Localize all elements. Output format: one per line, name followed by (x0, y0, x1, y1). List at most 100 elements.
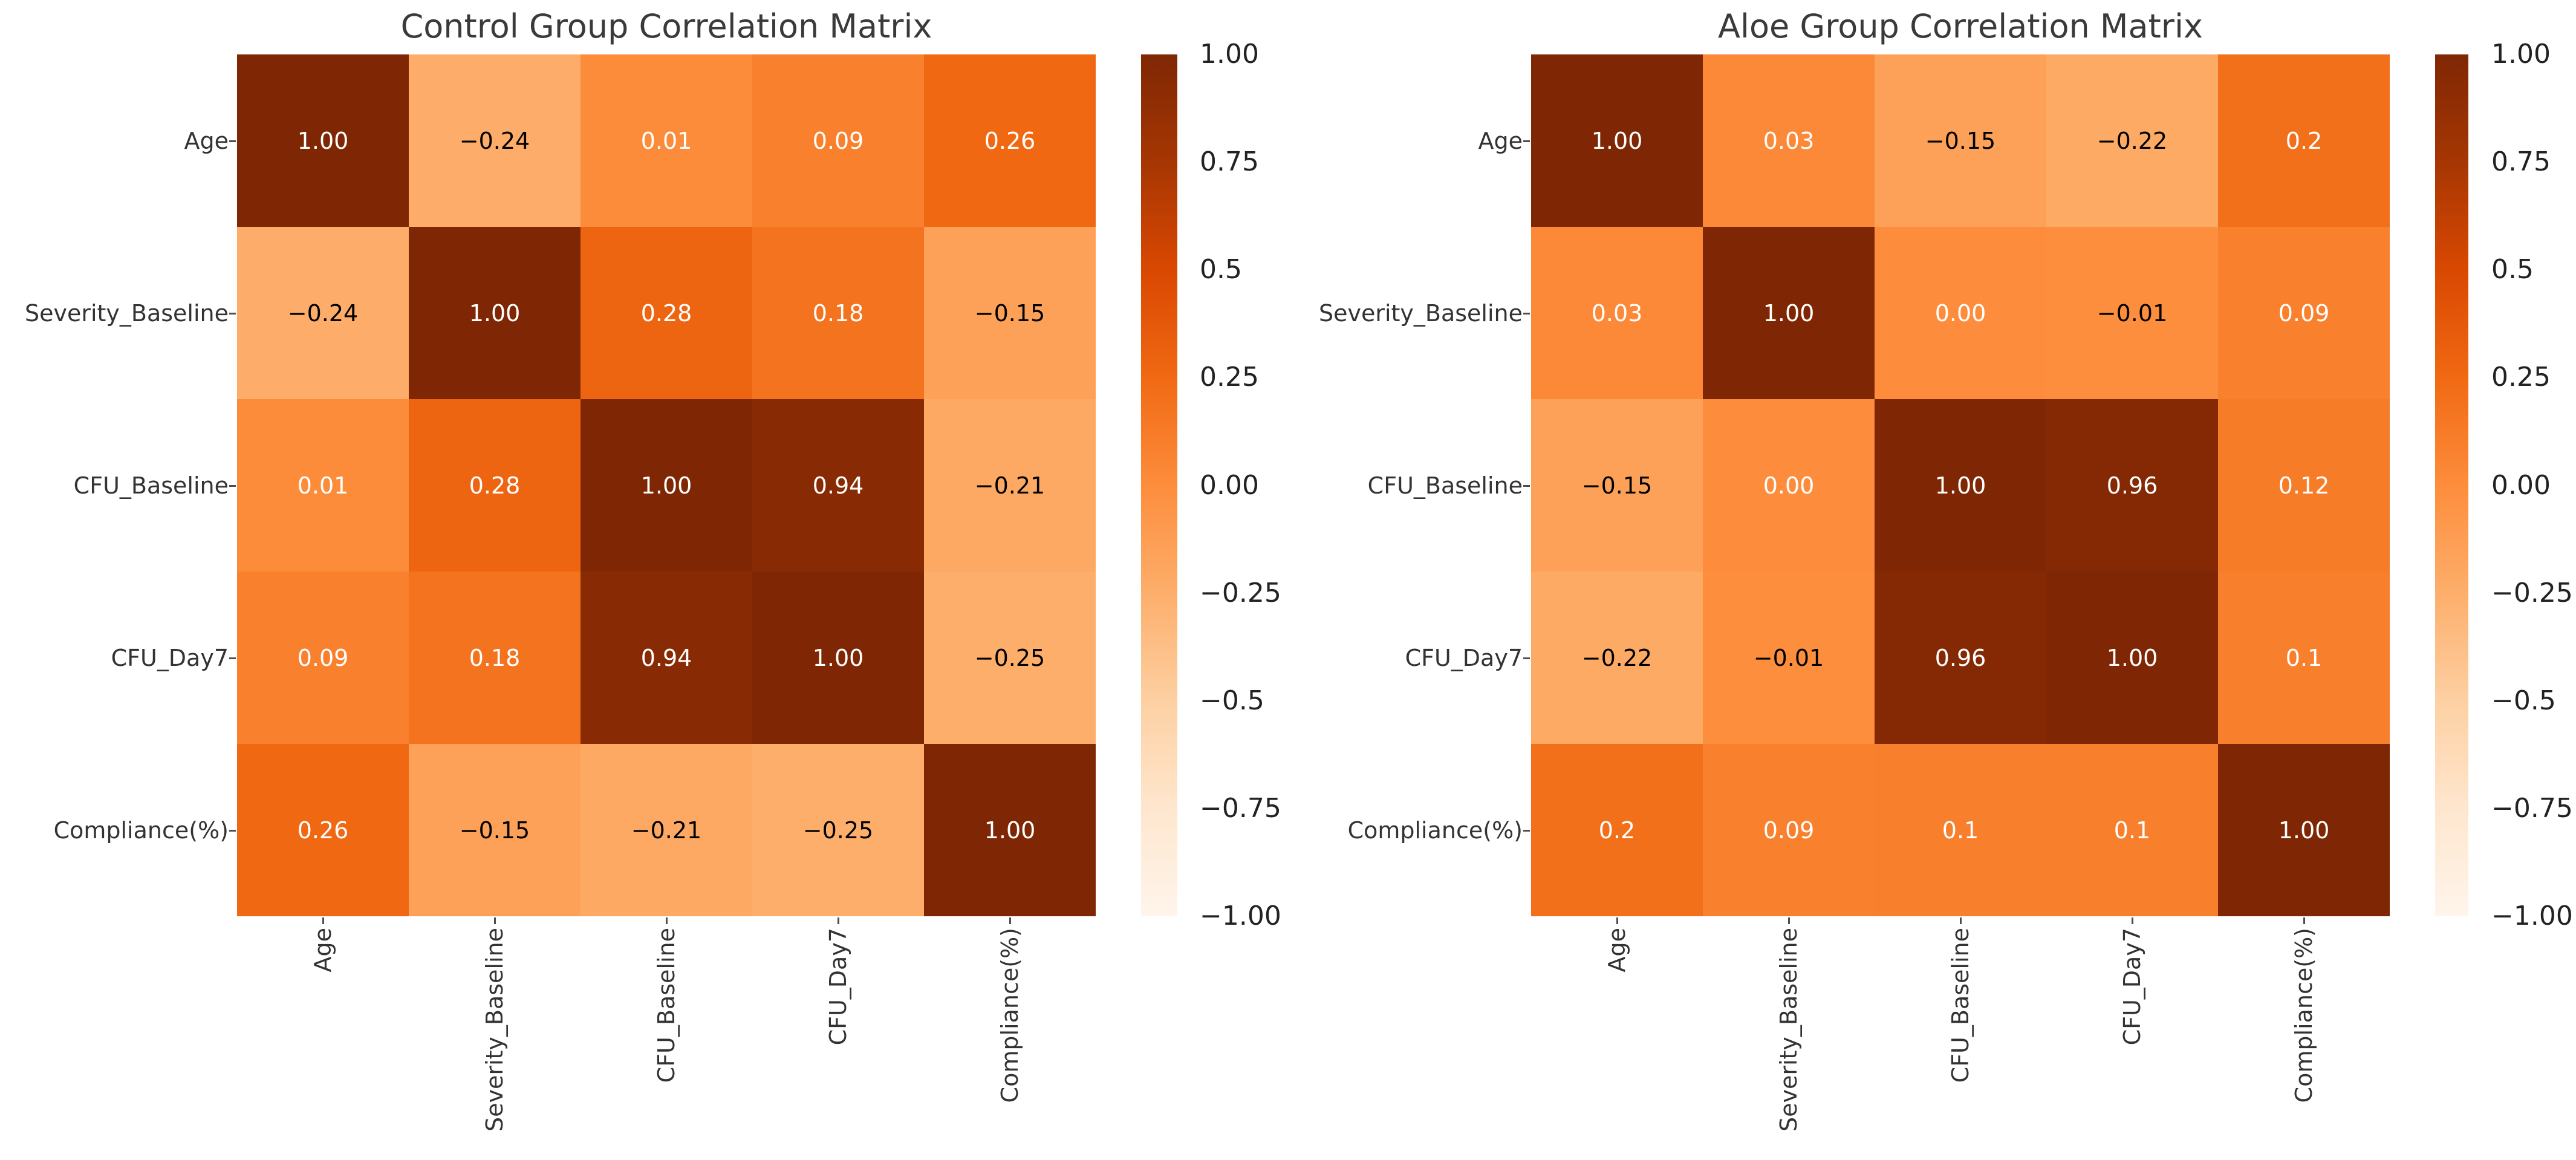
y-tick-mark (1523, 657, 1530, 659)
colorbar-tick-label: 1.00 (2491, 39, 2551, 70)
cell-value: 1.00 (1763, 299, 1815, 327)
x-tick-label: Age (1604, 928, 1630, 973)
x-tick-label: Age (310, 928, 336, 973)
x-tick-mark (1788, 917, 1790, 924)
colorbar-tick-label: −0.25 (1200, 577, 1281, 608)
x-tick-label: CFU_Day7 (825, 928, 851, 1046)
colorbar-tick-label: 0.00 (2491, 469, 2551, 501)
cell-value: −0.15 (1925, 127, 1996, 154)
colorbar (1141, 54, 1177, 916)
cell-value: −0.21 (631, 816, 702, 844)
cell-value: −0.25 (802, 816, 874, 844)
colorbar (2435, 54, 2468, 916)
heatmap-cell: 0.26 (237, 744, 409, 916)
cell-value: 1.00 (2106, 644, 2158, 671)
cell-value: 1.00 (2278, 816, 2330, 844)
cell-value: 1.00 (1591, 127, 1643, 154)
y-tick-label: Severity_Baseline (1318, 299, 1523, 327)
y-tick-label: CFU_Day7 (1405, 644, 1523, 671)
colorbar-tick-label: 0.5 (1200, 254, 1242, 285)
y-tick-label: CFU_Baseline (1367, 472, 1523, 499)
x-tick-label: Compliance(%) (997, 928, 1023, 1103)
cell-value: 0.09 (297, 644, 349, 671)
cell-value: 0.01 (297, 472, 349, 499)
cell-value: 1.00 (469, 299, 521, 327)
cell-value: 0.1 (2285, 644, 2323, 671)
cell-value: 0.18 (469, 644, 521, 671)
cell-value: 0.09 (2278, 299, 2330, 327)
colorbar-tick-label: −0.5 (2491, 685, 2556, 716)
colorbar-tick-label: 0.75 (2491, 146, 2551, 178)
colorbar-tick-label: 0.00 (1200, 469, 1259, 501)
y-tick-mark (1523, 140, 1530, 142)
heatmap-cell: 1.00 (237, 54, 409, 227)
colorbar-tick-label: 0.25 (1200, 362, 1259, 393)
cell-value: 0.00 (1934, 299, 1986, 327)
heatmap-cell: 0.28 (581, 227, 752, 399)
heatmap-cell: −0.21 (924, 399, 1096, 572)
heatmap-cell: 1.00 (1875, 399, 2046, 572)
heatmap-cell: 0.09 (237, 572, 409, 744)
cell-value: 0.03 (1591, 299, 1643, 327)
heatmap-cell: −0.01 (2046, 227, 2218, 399)
cell-value: 0.2 (2285, 127, 2323, 154)
heatmap-cell: 1.00 (2046, 572, 2218, 744)
heatmap-cell: −0.21 (581, 744, 752, 916)
heatmap-cell: −0.01 (1703, 572, 1875, 744)
x-tick-label: Severity_Baseline (481, 928, 508, 1132)
heatmap-cell: 0.1 (1875, 744, 2046, 916)
y-tick-mark (229, 140, 236, 142)
cell-value: −0.24 (459, 127, 530, 154)
cell-value: 0.12 (2278, 472, 2330, 499)
y-tick-mark (1523, 829, 1530, 832)
cell-value: 0.01 (640, 127, 692, 154)
y-tick-mark (229, 657, 236, 659)
heatmap-cell: 1.00 (1703, 227, 1875, 399)
y-tick-mark (1523, 484, 1530, 487)
heatmap-cell: 1.00 (2218, 744, 2390, 916)
cell-value: 0.94 (812, 472, 864, 499)
colorbar-tick-label: −0.75 (2491, 792, 2573, 824)
heatmap-cell: 1.00 (752, 572, 924, 744)
y-tick-label: Compliance(%) (53, 816, 229, 844)
heatmap-cell: 0.1 (2046, 744, 2218, 916)
x-tick-label: CFU_Baseline (1947, 928, 1974, 1083)
cell-value: 0.2 (1598, 816, 1636, 844)
colorbar-tick-label: 1.00 (1200, 39, 1259, 70)
cell-value: −0.15 (1581, 472, 1653, 499)
y-tick-mark (229, 829, 236, 832)
heatmap-cell: −0.25 (752, 744, 924, 916)
y-tick-mark (229, 484, 236, 487)
cell-value: 0.1 (2113, 816, 2151, 844)
heatmap-cell: 0.18 (409, 572, 581, 744)
colorbar-tick-label: −0.75 (1200, 792, 1281, 824)
heatmap-cell: 0.28 (409, 399, 581, 572)
heatmap-cell: 0.18 (752, 227, 924, 399)
cell-value: 0.26 (984, 127, 1036, 154)
heatmap-cell: −0.25 (924, 572, 1096, 744)
cell-value: 0.03 (1763, 127, 1815, 154)
x-tick-label: CFU_Baseline (653, 928, 680, 1083)
cell-value: −0.22 (2096, 127, 2168, 154)
cell-value: 0.00 (1763, 472, 1815, 499)
heatmap-cell: 1.00 (1531, 54, 1703, 227)
y-tick-mark (229, 312, 236, 314)
x-tick-mark (1616, 917, 1618, 924)
x-tick-mark (1960, 917, 1962, 924)
cell-value: 0.28 (640, 299, 692, 327)
x-tick-mark (2132, 917, 2133, 924)
cell-value: −0.15 (459, 816, 530, 844)
cell-value: 0.1 (1942, 816, 1979, 844)
heatmap-cell: 0.26 (924, 54, 1096, 227)
heatmap-cell: −0.22 (1531, 572, 1703, 744)
cell-value: 1.00 (640, 472, 692, 499)
colorbar-tick-label: −1.00 (2491, 901, 2573, 931)
heatmap-cell: 0.2 (1531, 744, 1703, 916)
heatmap-cell: 0.94 (581, 572, 752, 744)
colorbar-tick-label: −1.00 (1200, 901, 1281, 931)
heatmap-cell: 0.09 (1703, 744, 1875, 916)
x-tick-mark (666, 917, 668, 924)
heatmap-cell: 0.01 (237, 399, 409, 572)
colorbar-tick-label: 0.75 (1200, 146, 1259, 178)
